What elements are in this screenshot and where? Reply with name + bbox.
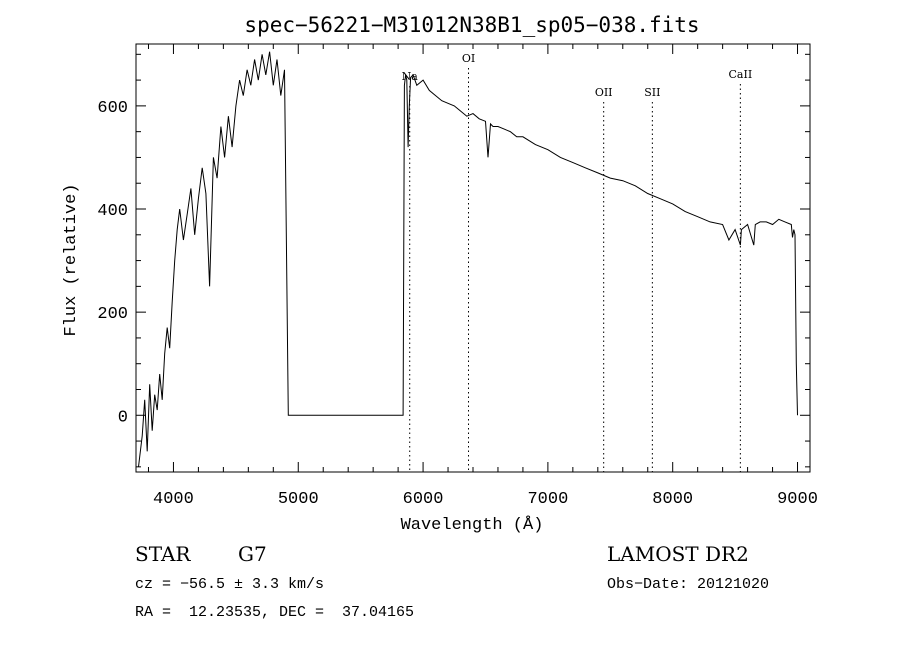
- y-tick-label: 600: [97, 99, 128, 118]
- line-marker-label: CaII: [729, 68, 753, 81]
- x-tick-label: 4000: [153, 490, 194, 509]
- redshift-value: cz = −56.5 ± 3.3 km/s: [135, 576, 325, 593]
- y-tick-label: 200: [97, 305, 128, 324]
- line-marker-label: OI: [462, 52, 475, 65]
- x-axis-label: Wavelength (Å): [401, 516, 544, 535]
- spectrum-line: [138, 51, 798, 467]
- line-marker-label: Na: [402, 70, 419, 83]
- x-tick-label: 5000: [278, 490, 319, 509]
- y-tick-label: 0: [118, 408, 128, 427]
- x-tick-label: 6000: [403, 490, 444, 509]
- y-axis-label: Flux (relative): [62, 183, 81, 336]
- x-tick-label: 8000: [652, 490, 693, 509]
- x-tick-label: 7000: [527, 490, 568, 509]
- chart-title: spec−56221−M31012N38B1_sp05−038.fits: [244, 13, 699, 37]
- line-marker-label: SII: [644, 86, 660, 99]
- spectral-subclass: G7: [238, 542, 267, 566]
- x-tick-label: 9000: [777, 490, 818, 509]
- plot-area: 4000 5000 6000 7000 8000 9000 0 200 400 600 Na OI OI…: [97, 43, 818, 509]
- plot-frame: [135, 43, 811, 473]
- survey-name: LAMOST DR2: [607, 542, 749, 566]
- object-class: STAR: [135, 542, 191, 566]
- obs-date: Obs−Date: 20121020: [607, 576, 770, 593]
- coordinates: RA = 12.23535, DEC = 37.04165: [135, 604, 415, 621]
- line-marker-label: OII: [595, 86, 613, 99]
- y-tick-label: 400: [97, 202, 128, 221]
